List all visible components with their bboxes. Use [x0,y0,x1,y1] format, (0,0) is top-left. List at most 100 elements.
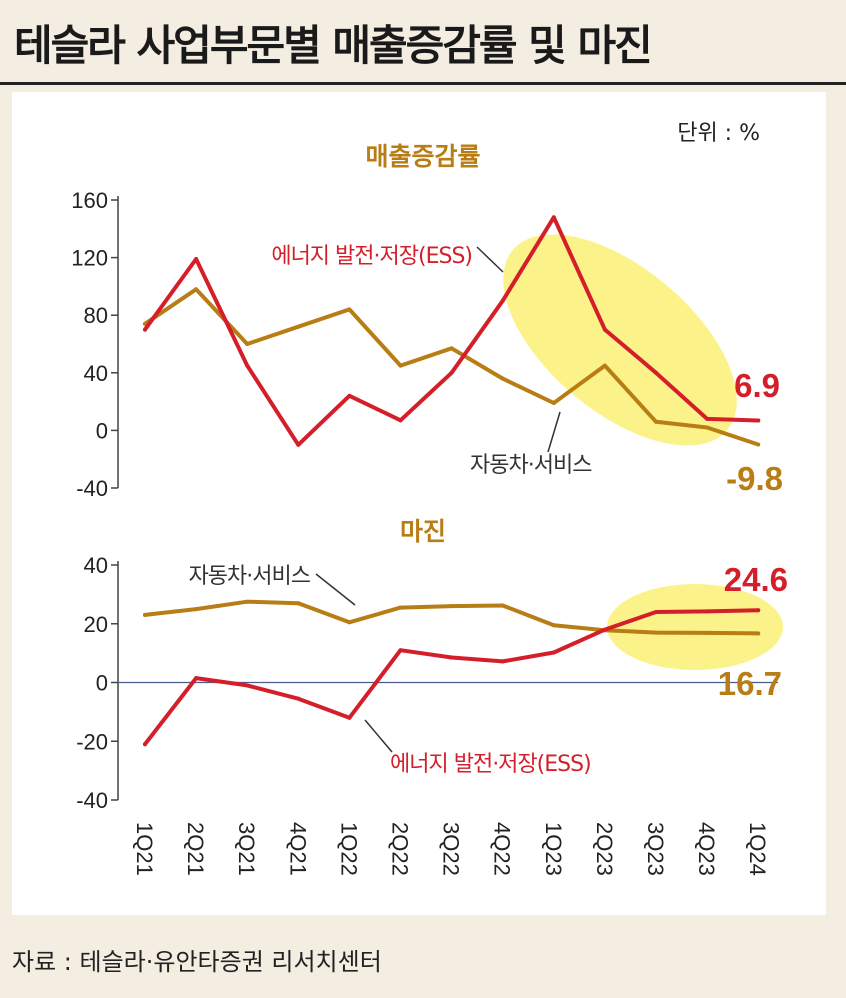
growth-auto-series-label: 자동차·서비스 [470,453,592,478]
growth-auto-point [500,376,505,381]
growth-energy-end-label: 6.9 [734,367,780,404]
x-tick-label: 3Q21 [234,822,259,876]
growth-auto-point [449,346,454,351]
growth-energy-point [143,327,147,332]
growth-y-tick-label: -40 [76,476,108,501]
growth-auto-point [705,425,710,430]
margin-auto-point [194,607,199,612]
series-layer [143,215,761,747]
margin-auto-point [398,605,403,610]
x-tick-label: 1Q21 [132,822,157,876]
margin-auto-end-label: 16.7 [718,665,782,702]
title-divider [0,82,846,85]
source-note: 자료 : 테슬라·유안타증권 리서치센터 [12,948,382,976]
axes-layer: 160 120 80 40 0 -40 40 20 0 -20 -40 [71,188,778,813]
margin-auto-series-label: 자동차·서비스 [189,564,311,589]
growth-energy-point [449,370,454,375]
growth-auto-point [602,363,607,368]
margin-auto-point [756,631,761,636]
margin-auto-point [500,603,505,608]
margin-energy-point [602,627,607,632]
margin-y-tick-label: -20 [76,729,108,754]
margin-energy-point [449,655,454,660]
margin-energy-point [245,683,250,688]
x-tick-label: 1Q23 [541,822,566,876]
margin-chart-title: 마진 [400,517,446,546]
margin-energy-leader [364,719,393,753]
x-tick-label: 3Q22 [439,822,464,876]
x-tick-label: 4Q22 [490,822,515,876]
growth-energy-point [296,442,301,447]
margin-energy-point [551,650,556,655]
growth-y-tick-label: 80 [84,303,108,328]
growth-auto-point [756,442,761,447]
margin-auto-point [551,623,556,628]
growth-energy-point [245,363,250,368]
growth-y-tick-label: 160 [71,188,108,213]
growth-energy-point [551,215,556,220]
margin-energy-end-label: 24.6 [724,561,788,598]
growth-auto-point [551,401,556,406]
growth-energy-point [705,416,710,421]
margin-energy-point [654,610,658,614]
growth-energy-point [500,298,505,303]
growth-energy-point [756,418,761,423]
margin-y-tick-label: -40 [76,788,108,813]
margin-y-tick-label: 40 [84,553,108,578]
margin-y-tick-label: 20 [84,612,108,637]
margin-energy-point [398,648,403,653]
x-tick-label: 2Q22 [388,822,413,876]
x-tick-label: 3Q23 [643,822,668,876]
x-tick-label: 1Q24 [745,822,770,876]
margin-auto-point [143,612,147,617]
margin-energy-point [194,676,199,681]
growth-energy-series-label: 에너지 발전·저장(ESS) [271,244,472,269]
x-tick-layer: 1Q21 2Q21 3Q21 4Q21 1Q22 2Q22 3Q22 4Q22 1Q23 2Q23… [132,822,770,876]
margin-energy-point [143,742,147,747]
margin-auto-point [654,630,658,635]
x-tick-label: 2Q21 [183,822,208,876]
margin-auto-point [449,604,454,609]
growth-auto-point [398,363,403,368]
growth-energy-point [654,370,658,375]
margin-auto-point [245,599,250,604]
margin-energy-point [347,715,352,720]
unit-label: 단위 : % [677,121,760,146]
page-title: 테슬라 사업부문별 매출증감률 및 마진 [14,21,653,70]
labels-layer: 단위 : % 매출증감률 마진 에너지 발전·저장(ESS) 자동차·서비스 6… [189,121,788,777]
margin-auto-point [296,601,301,606]
margin-highlight-ellipse [607,584,783,670]
growth-energy-leader [476,246,504,273]
growth-y-tick-label: 120 [71,246,108,271]
chart-panel [12,92,826,915]
growth-auto-end-label: -9.8 [726,460,783,497]
growth-y-tick-label: 0 [96,418,108,443]
x-tick-label: 1Q22 [336,822,361,876]
growth-energy-point [347,393,352,398]
margin-auto-leader [315,573,356,606]
growth-energy-point [602,327,607,332]
margin-energy-point [296,696,301,701]
margin-energy-point [756,608,761,613]
margin-y-tick-label: 0 [96,671,108,696]
highlight-layer [503,234,783,670]
growth-auto-leader [547,411,561,453]
margin-auto-point [347,620,352,625]
growth-auto-point [347,307,352,312]
margin-energy-point [500,659,505,664]
x-tick-label: 2Q23 [592,822,617,876]
x-tick-label: 4Q21 [285,822,310,876]
growth-energy-point [398,418,403,423]
growth-auto-point [296,324,301,329]
growth-chart-title: 매출증감률 [365,142,480,171]
margin-auto-point [705,630,710,635]
growth-auto-point [654,419,658,424]
margin-energy-series-label: 에너지 발전·저장(ESS) [390,752,591,777]
growth-auto-point [194,287,199,292]
growth-auto-point [245,342,250,346]
growth-y-tick-label: 40 [84,361,108,386]
growth-energy-point [194,257,199,262]
margin-energy-point [705,609,710,614]
x-tick-label: 4Q23 [694,822,719,876]
